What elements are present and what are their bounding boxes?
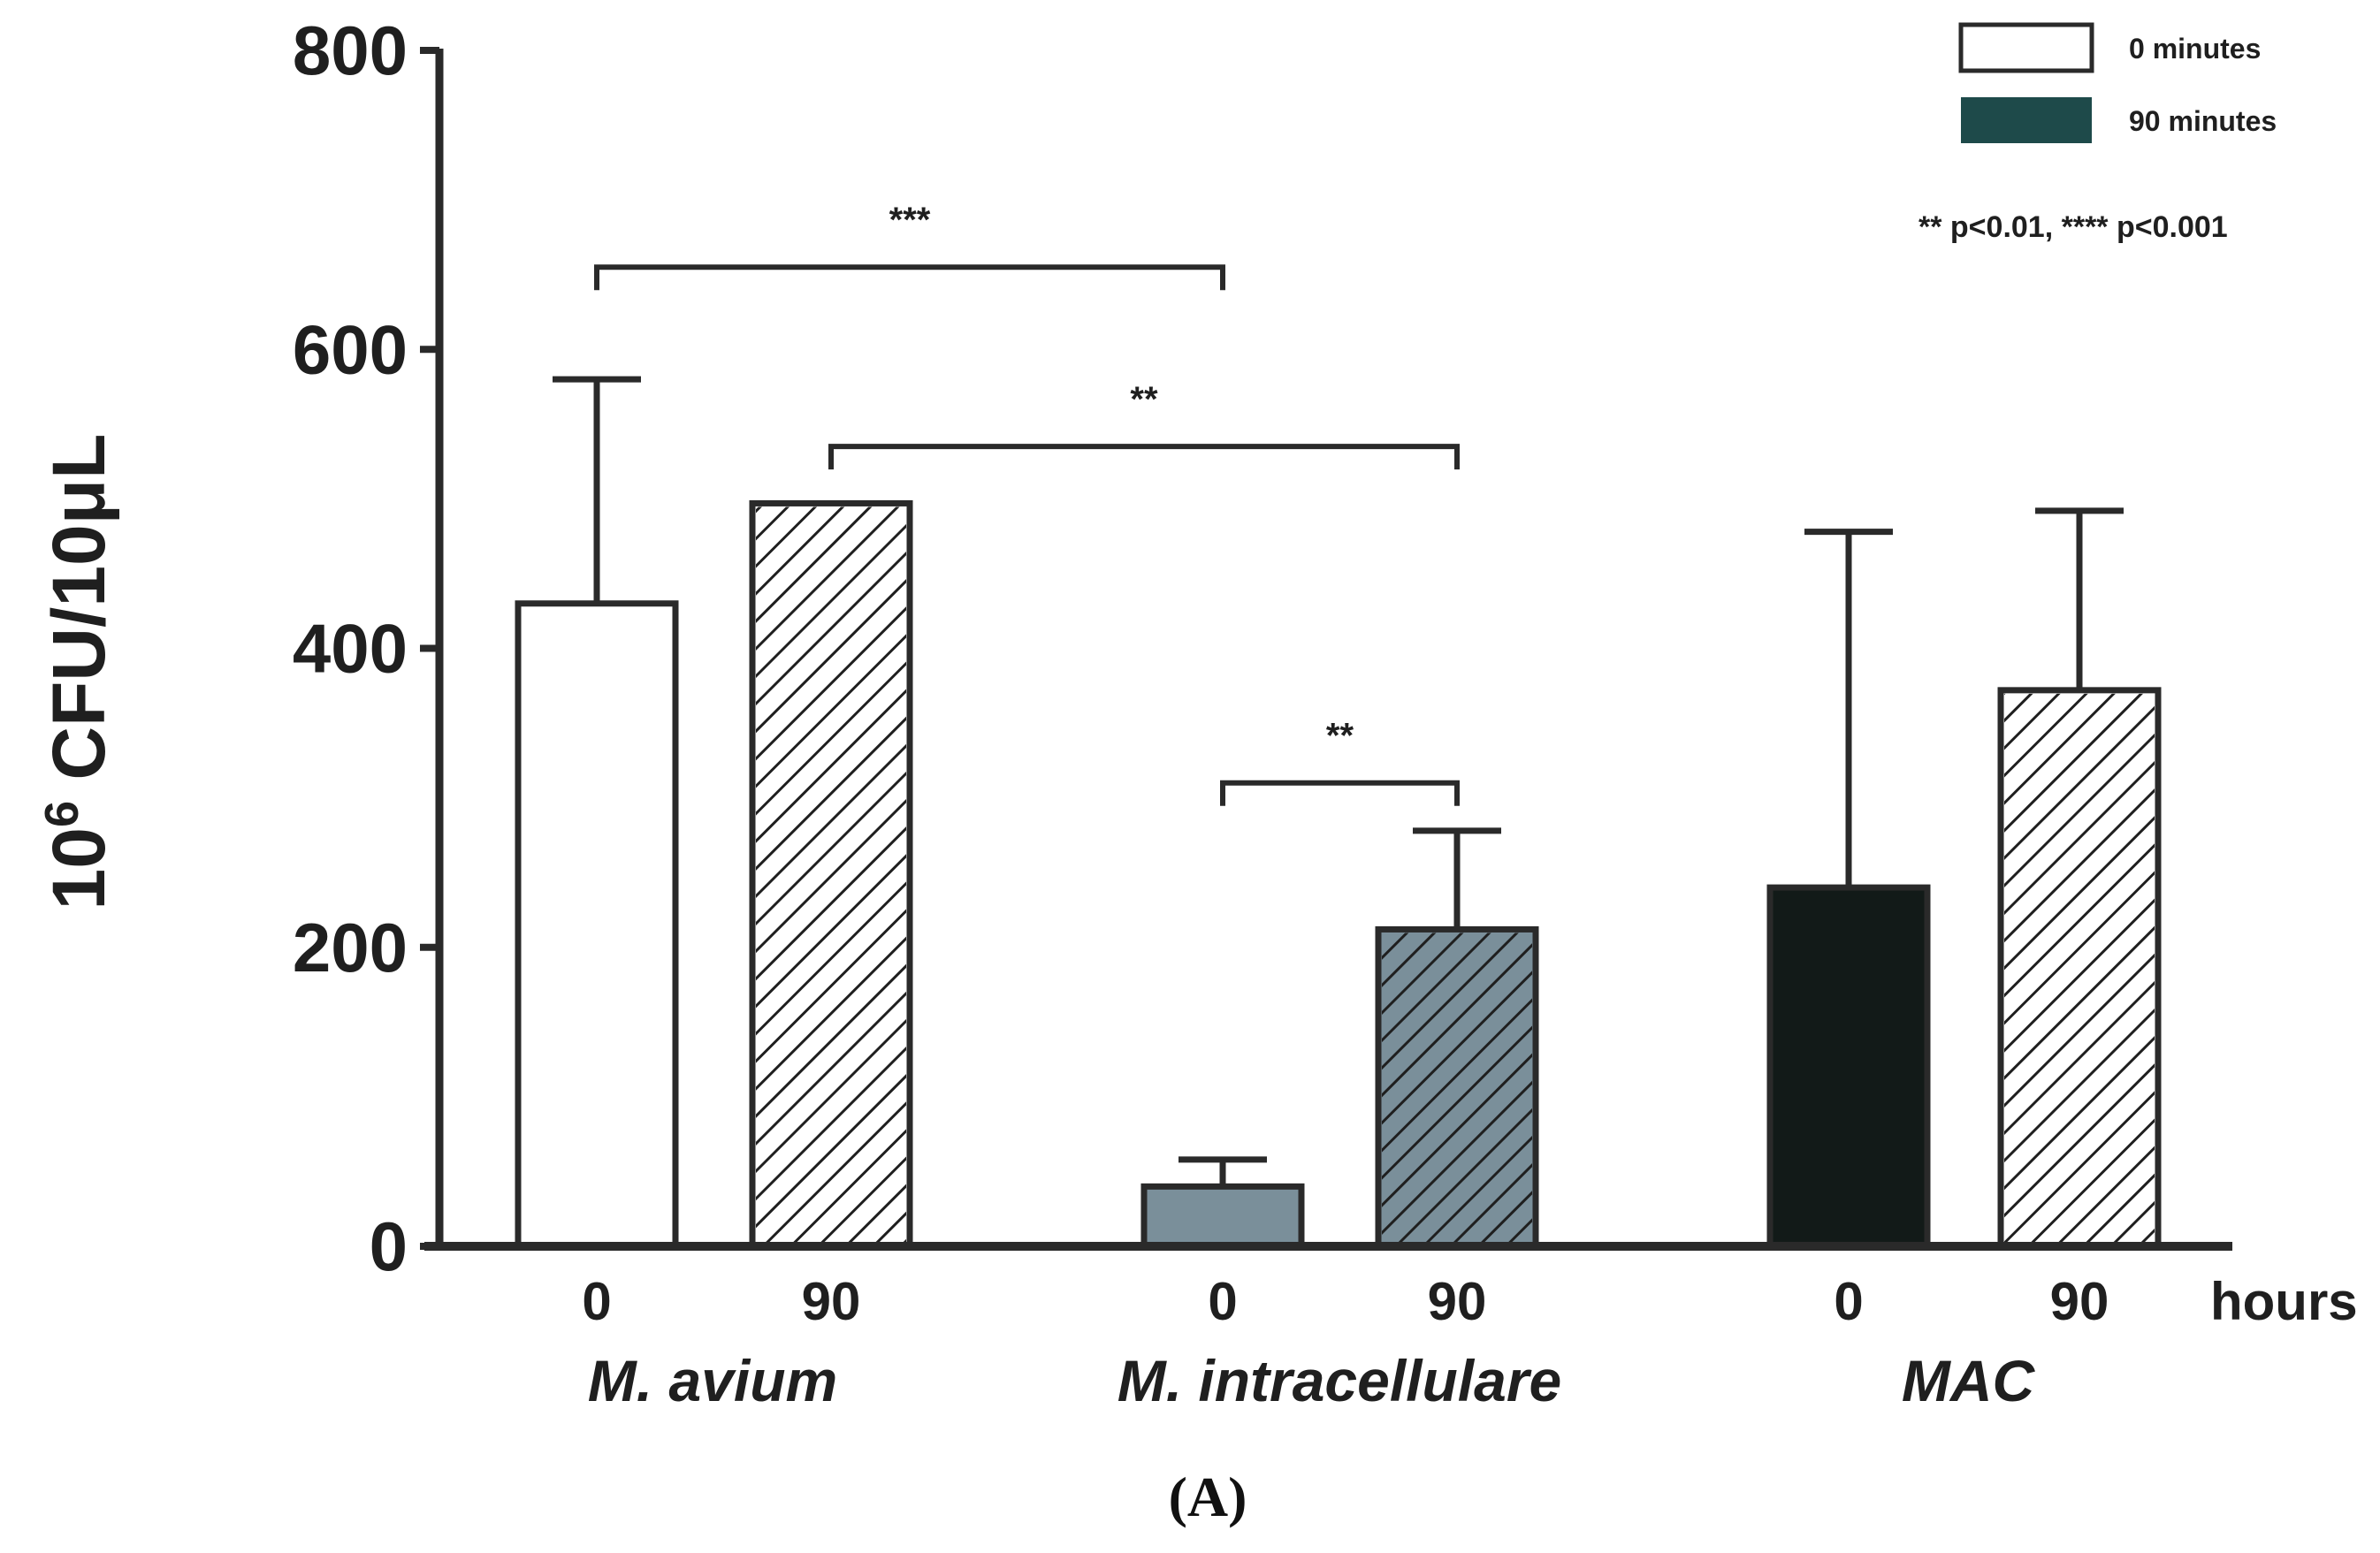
significance-bracket xyxy=(828,444,1460,470)
bar xyxy=(515,600,679,1250)
y-label-unit: CFU/10μL xyxy=(37,434,120,801)
group-label: MAC xyxy=(1902,1348,2036,1413)
x-tick-label: 90 xyxy=(1428,1272,1487,1331)
significance-bracket xyxy=(1220,780,1460,806)
y-tick-label: 800 xyxy=(293,11,408,89)
bar xyxy=(1766,884,1931,1250)
legend-label: 0 minutes xyxy=(2129,33,2261,65)
group-label: M. intracellulare xyxy=(1118,1348,1562,1413)
bar-hatch xyxy=(756,506,906,1243)
significance-bracket xyxy=(594,264,1225,291)
legend-label: 90 minutes xyxy=(2129,105,2277,137)
y-label-exponent: 6 xyxy=(35,801,88,827)
group-label: M. avium xyxy=(588,1348,837,1413)
x-axis-unit-label: hours xyxy=(2210,1272,2358,1331)
y-tick-label: 200 xyxy=(293,909,408,986)
y-tick-label: 400 xyxy=(293,610,408,688)
y-label-base: 10 xyxy=(37,827,120,910)
legend-swatch xyxy=(1961,97,2092,143)
bar xyxy=(1140,1183,1305,1250)
significance-label: ** xyxy=(1130,380,1158,419)
bar-hatch xyxy=(1382,933,1532,1243)
svg-text:106 CFU/10μL: 106 CFU/10μL xyxy=(35,434,120,910)
x-tick-label: 90 xyxy=(2050,1272,2109,1331)
y-axis-label: 106 CFU/10μL xyxy=(35,434,120,910)
x-tick-label: 0 xyxy=(1834,1272,1863,1331)
y-tick-label: 0 xyxy=(370,1207,408,1285)
significance-label: *** xyxy=(889,201,931,240)
panel-label: (A) xyxy=(1169,1465,1247,1528)
significance-label: ** xyxy=(1326,717,1354,756)
bar-hatch xyxy=(2004,693,2155,1243)
legend-swatch xyxy=(1958,22,2094,73)
y-tick-label: 600 xyxy=(293,310,408,388)
significance-note: ** p<0.01, **** p<0.001 xyxy=(1918,210,2228,244)
x-tick-label: 0 xyxy=(582,1272,611,1331)
x-tick-label: 90 xyxy=(802,1272,861,1331)
x-tick-label: 0 xyxy=(1208,1272,1237,1331)
